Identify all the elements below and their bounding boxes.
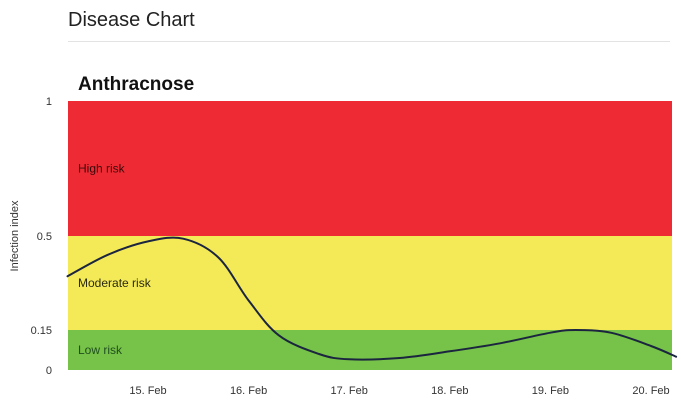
x-tick-label: 16. Feb [230,385,267,397]
risk-bands [68,101,672,370]
risk-band-label: High risk [78,162,126,176]
risk-band-high-risk [68,101,672,236]
risk-band-label: Moderate risk [78,276,152,290]
risk-band-low-risk [68,330,672,370]
series-layer [66,236,678,361]
x-axis-ticks: 15. Feb 16. Feb 17. Feb 18. Feb 19. Feb 20. F… [129,385,669,397]
x-tick-label: 15. Feb [129,385,166,397]
page-header: Disease Chart [68,8,670,42]
risk-band-label: Low risk [78,343,123,357]
y-tick-label: 0.5 [37,231,52,243]
risk-band-labels: Low risk Moderate risk High risk [78,162,152,358]
x-tick-label: 19. Feb [532,385,569,397]
y-tick-label: 0.15 [31,325,52,337]
chart-title: Anthracnose [78,74,194,95]
risk-band-moderate-risk [68,236,672,330]
x-tick-label: 18. Feb [431,385,468,397]
y-tick-label: 1 [46,96,52,108]
y-tick-label: 0 [46,365,52,377]
page-title: Disease Chart [68,9,195,31]
y-axis-title: Infection index [9,200,21,271]
infection-index-line [66,236,678,361]
y-axis-ticks: 0 0.15 0.5 1 [31,96,52,377]
x-tick-label: 20. Feb [632,385,669,397]
x-tick-label: 17. Feb [331,385,368,397]
